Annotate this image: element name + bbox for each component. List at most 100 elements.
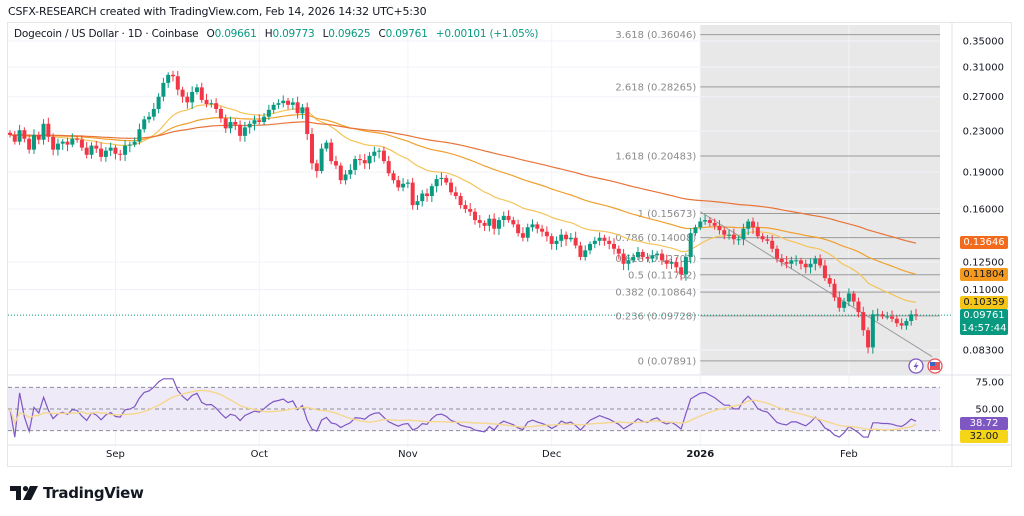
- candle-down: [214, 103, 219, 109]
- candle-up: [904, 320, 909, 326]
- last-price-tag: 0.09761 14:57:44: [960, 309, 1008, 335]
- candle-down: [717, 225, 722, 231]
- candle-down: [94, 145, 99, 149]
- candle-down: [722, 230, 727, 235]
- low-label: L: [322, 28, 329, 40]
- candle-up: [626, 260, 631, 264]
- candle-down: [458, 196, 463, 206]
- candle-down: [99, 148, 104, 157]
- candle-down: [310, 133, 314, 164]
- candle-up: [367, 155, 372, 164]
- candle-up: [808, 263, 813, 268]
- candle-down: [751, 221, 756, 228]
- candle-down: [516, 224, 521, 234]
- price-tick-label: 0.19000: [963, 168, 1004, 179]
- candle-down: [357, 159, 362, 161]
- candle-up: [583, 250, 588, 257]
- candle-up: [736, 239, 741, 241]
- candle-up: [530, 224, 535, 228]
- candle-down: [616, 248, 621, 254]
- candle-up: [262, 116, 267, 123]
- candle-up: [794, 260, 799, 262]
- lightning-icon[interactable]: [908, 358, 924, 374]
- candle-up: [147, 116, 152, 120]
- us-flag-icon[interactable]: [927, 358, 943, 374]
- candle-up: [554, 240, 559, 244]
- candle-down: [765, 239, 770, 241]
- candle-up: [252, 120, 257, 124]
- ema-slow-tag: 0.13646: [960, 236, 1008, 249]
- candle-up: [353, 159, 358, 170]
- candle-down: [621, 253, 626, 264]
- candle-up: [31, 134, 36, 150]
- candle-down: [333, 161, 338, 166]
- candle-up: [434, 179, 439, 187]
- candle-up: [420, 193, 425, 202]
- candle-down: [314, 163, 319, 172]
- bar-countdown: 14:57:44: [961, 323, 1007, 334]
- candle-up: [650, 255, 655, 259]
- candle-up: [41, 123, 46, 140]
- fib-level-label: 1.618 (0.20483): [615, 152, 696, 163]
- candle-up: [875, 314, 880, 316]
- candle-up: [501, 215, 506, 221]
- chart-frame: [7, 22, 1012, 467]
- symbol-name[interactable]: Dogecoin / US Dollar · 1D · Coinbase: [14, 28, 199, 40]
- candle-up: [276, 103, 281, 105]
- rsi-ma-value-tag: 32.00: [960, 430, 1008, 443]
- tradingview-logo[interactable]: TradingView: [10, 484, 144, 502]
- fib-level-label: 0.382 (0.10864): [615, 288, 696, 299]
- candle-down: [827, 278, 832, 284]
- candle-down: [185, 96, 190, 103]
- candle-up: [813, 258, 818, 264]
- candle-down: [674, 262, 679, 268]
- candle-down: [731, 234, 736, 240]
- candle-up: [89, 145, 94, 155]
- fib-level-label: 1 (0.15673): [638, 209, 697, 220]
- candle-up: [319, 148, 324, 172]
- price-tick-label: 0.35000: [963, 37, 1004, 48]
- candle-down: [8, 132, 12, 135]
- candle-up: [693, 227, 698, 234]
- fib-zone-background: [700, 25, 940, 375]
- rsi-value-tag: 38.72: [960, 417, 1008, 430]
- candle-down: [540, 228, 545, 232]
- high-label: H: [264, 28, 273, 40]
- candle-down: [602, 237, 607, 241]
- candle-down: [803, 263, 808, 268]
- last-price-value: 0.09761: [963, 310, 1005, 321]
- candle-down: [391, 173, 396, 181]
- candle-down: [295, 102, 300, 114]
- candle-down: [84, 147, 89, 155]
- price-tick-label: 0.11000: [963, 285, 1004, 296]
- candle-down: [338, 165, 343, 181]
- candle-down: [463, 205, 468, 210]
- candle-up: [290, 102, 295, 105]
- candle-up: [525, 227, 530, 238]
- candle-down: [506, 215, 511, 221]
- price-tick-label: 0.12500: [963, 258, 1004, 269]
- close-value: 0.09761: [385, 28, 428, 40]
- candle-up: [103, 150, 108, 157]
- time-tick-label: Feb: [840, 449, 858, 460]
- open-value: 0.09661: [214, 28, 257, 40]
- candle-down: [233, 122, 238, 125]
- candle-up: [166, 74, 171, 83]
- candle-up: [401, 183, 406, 188]
- candle-up: [870, 314, 875, 348]
- candle-down: [578, 245, 583, 257]
- candle-down: [549, 236, 554, 244]
- price-tick-label: 0.23000: [963, 127, 1004, 138]
- time-tick-label: Dec: [542, 449, 561, 460]
- candle-down: [305, 107, 310, 134]
- candle-up: [161, 82, 166, 97]
- candle-up: [635, 251, 640, 257]
- candle-down: [425, 193, 430, 197]
- candle-up: [842, 301, 847, 308]
- fib-level-label: 0.236 (0.09728): [615, 311, 696, 322]
- candle-up: [909, 314, 914, 321]
- price-tick-label: 0.08300: [963, 345, 1004, 356]
- candle-up: [300, 107, 305, 114]
- candle-up: [683, 256, 688, 275]
